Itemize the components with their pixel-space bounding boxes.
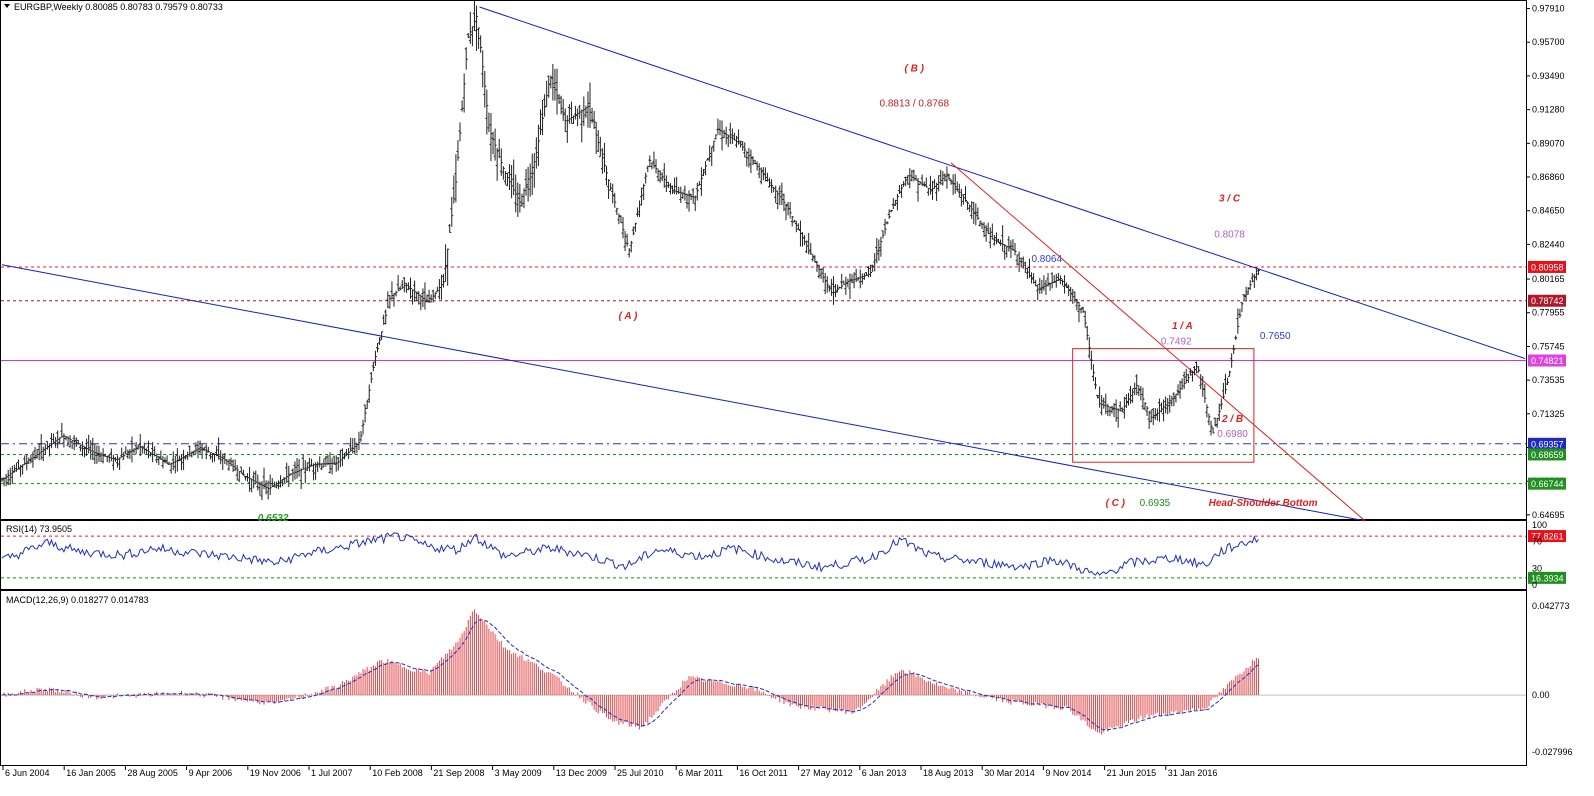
time-axis-label: 19 Nov 2006 [250,768,301,778]
price-label-text: 0.80958 [1531,262,1564,272]
macd-axis-label: 0.042773 [1532,601,1570,611]
time-axis-label: 1 Jul 2007 [311,768,353,778]
price-axis-label: 0.91280 [1532,105,1565,115]
rsi-level-text: 16.3934 [1531,573,1564,583]
price-axis-label: 0.86860 [1532,172,1565,182]
symbol-info: EURGBP,Weekly 0.80085 0.80783 0.79579 0.… [14,2,223,12]
time-axis-label: 9 Nov 2014 [1045,768,1091,778]
rsi-axis-label: 0 [1532,580,1537,590]
time-axis-label: 13 Dec 2009 [556,768,607,778]
time-axis-label: 21 Jun 2015 [1107,768,1157,778]
price-axis-label: 0.71325 [1532,409,1565,419]
time-axis-label: 21 Sep 2008 [433,768,484,778]
annotation-label: ( C ) [1106,498,1126,509]
annotation-label: 2 / B [1221,414,1243,425]
macd-layer [1,609,1526,735]
price-axis-label: 0.84650 [1532,206,1565,216]
macd-axis-label: 0.00 [1532,690,1550,700]
time-axis-label: 27 May 2012 [801,768,853,778]
time-axis-label: 30 Mar 2014 [984,768,1035,778]
price-label-text: 0.69357 [1531,439,1564,449]
time-axis-label: 10 Feb 2008 [372,768,423,778]
price-axis-label: 0.93490 [1532,71,1565,81]
annotation-label: ( B ) [905,64,925,75]
price-label-text: 0.66744 [1531,479,1564,489]
price-label-badge [1528,448,1566,461]
rsi-level-badge [1528,571,1566,584]
price-label-badge [1528,437,1566,450]
annotation-label: 1 / A [1172,321,1193,332]
price-label-badge [1528,260,1566,273]
time-axis-label: 3 May 2009 [495,768,542,778]
time-axis-label: 6 Jan 2013 [862,768,907,778]
annotation-label: 0.8078 [1214,230,1245,241]
annotation-label: 0.6935 [1140,498,1171,509]
price-axis-label: 0.77955 [1532,308,1565,318]
chart-menu-icon[interactable] [4,4,10,8]
time-axis-label: 28 Aug 2005 [127,768,178,778]
price-axis-label: 0.89070 [1532,138,1565,148]
price-axis-label: 0.95700 [1532,37,1565,47]
trendline-upper-channel [479,6,1526,360]
price-label-badge [1528,354,1566,367]
trendline-red-downtrend [950,162,1366,522]
rsi-axis-label: 100 [1532,520,1547,530]
rsi-layer: 77.8261 16.3934 [1,530,1566,584]
annotation-label: 0.8064 [1031,254,1062,265]
price-axis-label: 0.73535 [1532,375,1565,385]
macd-axis-label: -0.027996 [1532,747,1573,757]
annotation-label: 0.7650 [1260,331,1291,342]
macd-signal-line [1,619,1259,731]
price-label-text: 0.68659 [1531,450,1564,460]
annotation-label: 0.7492 [1161,336,1192,347]
time-axis-label: 25 Jul 2010 [617,768,664,778]
annotation-label: 0.6980 [1217,429,1248,440]
rsi-label: RSI(14) 73.9505 [6,524,72,534]
price-panel-frame [0,0,1527,520]
macd-label: MACD(12,26,9) 0.018277 0.014783 [6,595,149,605]
time-axis-label: 16 Jan 2005 [66,768,116,778]
annotation-label: ( A ) [619,311,638,322]
price-label-text: 0.78742 [1531,296,1564,306]
rsi-level-badge [1528,530,1566,543]
rsi-line [1,532,1259,576]
price-label-badge [1528,477,1566,490]
price-label-badge [1528,294,1566,307]
time-axis-label: 6 Jun 2004 [5,768,50,778]
price-label-text: 0.74821 [1531,356,1564,366]
time-axis-label: 31 Jan 2016 [1168,768,1218,778]
rsi-axis-label: 70 [1532,536,1542,546]
macd-panel-frame [0,590,1527,766]
time-axis-label: 16 Oct 2011 [739,768,787,778]
price-axis-label: 0.64695 [1532,510,1565,520]
price-axis-label: 0.80165 [1532,274,1565,284]
price-axis-label: 0.82440 [1532,239,1565,249]
rsi-axis-label: 30 [1532,564,1542,574]
rsi-level-text: 77.8261 [1531,532,1564,542]
price-axis-label: 0.75745 [1532,341,1565,351]
annotation-label: 0.6532 [258,513,289,524]
time-axis-label: 18 Aug 2013 [923,768,974,778]
annotation-label: 3 / C [1219,194,1241,205]
head-shoulder-box [1072,348,1255,463]
time-axis-label: 6 Mar 2011 [678,768,723,778]
time-axis-label: 9 Apr 2006 [189,768,233,778]
trendline-lower-channel [1,264,1366,522]
annotation-label: Head-Shoulder Bottom [1209,498,1318,509]
annotation-label: 0.8813 / 0.8768 [880,99,950,110]
price-axis-label: 0.97910 [1532,4,1565,14]
axis-layer: 0.97910 0.95700 0.93490 0.91280 0.89070 0.868… [2,4,1573,778]
